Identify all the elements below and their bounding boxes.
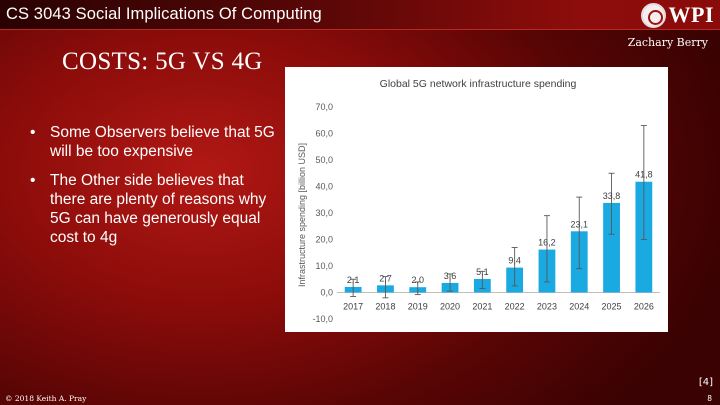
spending-chart: Global 5G network infrastructure spendin…: [297, 78, 660, 324]
course-title: CS 3043 Social Implications Of Computing: [6, 5, 322, 23]
x-tick-label: 2020: [440, 302, 460, 312]
bullet-text: Some Observers believe that 5G will be t…: [50, 124, 275, 160]
bullet-item: • The Other side believes that there are…: [30, 171, 280, 247]
data-label: 2,1: [347, 275, 360, 285]
x-tick-label: 2018: [375, 302, 395, 312]
x-tick-label: 2026: [634, 302, 654, 312]
reference-marker: [4]: [698, 377, 713, 388]
data-label: 3,6: [444, 271, 457, 281]
y-tick-label: 70,0: [315, 102, 333, 112]
x-tick-label: 2022: [505, 302, 525, 312]
data-label: 41,8: [635, 170, 653, 180]
y-axis-label: Infrastructure spending [billion USD]: [297, 143, 307, 287]
bullet-list: • Some Observers believe that 5G will be…: [30, 123, 280, 257]
chart-plot-area: -10,0 0,0 10,0 20,0 30,0 40,0 50,0 60,0 70,0 2,1 2…: [312, 102, 660, 324]
data-label: 9,4: [508, 256, 521, 266]
y-tick-label: 30,0: [315, 208, 333, 218]
bullet-dot-icon: •: [30, 124, 36, 141]
bullet-item: • Some Observers believe that 5G will be…: [30, 123, 280, 161]
x-tick-label: 2021: [472, 302, 492, 312]
x-tick-label: 2019: [408, 302, 428, 312]
chart-container: Global 5G network infrastructure spendin…: [285, 67, 668, 332]
chart-title: Global 5G network infrastructure spendin…: [380, 78, 577, 90]
x-tick-label: 2025: [602, 302, 622, 312]
y-tick-label: 50,0: [315, 155, 333, 165]
y-tick-label: 40,0: [315, 182, 333, 192]
copyright-text: © 2018 Keith A. Pray: [5, 394, 87, 403]
x-tick-label: 2024: [569, 302, 589, 312]
page-number: 8: [707, 394, 712, 403]
data-label: 33,8: [603, 191, 621, 201]
y-tick-label: 60,0: [315, 129, 333, 139]
x-tick-label: 2017: [343, 302, 363, 312]
header-bar: CS 3043 Social Implications Of Computing…: [0, 0, 720, 30]
wpi-seal-icon: [640, 2, 666, 28]
wpi-logo: WPI: [640, 1, 715, 29]
y-tick-label: 10,0: [315, 261, 333, 271]
wpi-logo-text: WPI: [668, 2, 714, 27]
y-tick-label: 0,0: [320, 288, 333, 298]
data-label: 16,2: [538, 238, 556, 248]
bullet-dot-icon: •: [30, 172, 36, 189]
x-tick-label: 2023: [537, 302, 557, 312]
y-tick-label: 20,0: [315, 235, 333, 245]
data-label: 2,0: [411, 275, 424, 285]
data-label: 23,1: [570, 219, 588, 229]
data-label: 2,7: [379, 273, 392, 283]
y-tick-label: -10,0: [312, 314, 333, 324]
bar: [603, 202, 620, 293]
data-label: 5,1: [476, 267, 489, 277]
bullet-text: The Other side believes that there are p…: [50, 172, 267, 246]
author-name: Zachary Berry: [627, 36, 708, 49]
slide-title: COSTS: 5G VS 4G: [62, 48, 263, 75]
